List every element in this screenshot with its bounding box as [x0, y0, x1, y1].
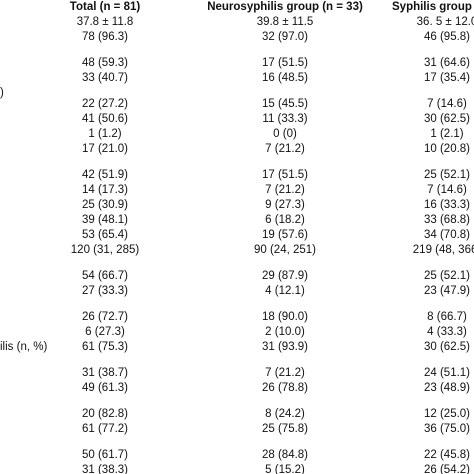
table-cell: 33 (68.8): [423, 214, 471, 226]
table-cell: 42 (51.9): [81, 169, 129, 181]
header-cell: Neurosyphilis group (n = 33): [207, 1, 363, 13]
table-cell: 31 (38.3): [81, 464, 129, 474]
table-cell: 0 (0): [273, 128, 297, 140]
table-cell: 50 (61.7): [81, 449, 129, 461]
table-cell: 120 (31, 285): [70, 244, 140, 256]
table-cell: 6 (27.3): [85, 326, 125, 338]
table-cell: 5 (15.2): [265, 464, 305, 474]
table-cell: 7 (14.6): [427, 184, 467, 196]
table-cell: 30 (62.5): [423, 341, 471, 353]
table-cell: 54 (66.7): [81, 270, 129, 282]
table-cell: 39.8 ± 11.5: [256, 16, 314, 28]
header-cell: Syphilis group (n: [392, 1, 474, 13]
table-cell: 7 (21.2): [265, 143, 305, 155]
table-cell: 4 (33.3): [427, 326, 467, 338]
table-cell: 16 (33.3): [423, 199, 471, 211]
table-cell: 7 (21.2): [265, 367, 305, 379]
table-cell: 17 (51.5): [261, 169, 309, 181]
table-cell: 31 (93.9): [261, 341, 309, 353]
table-cell: 4 (12.1): [265, 285, 305, 297]
table-cell: 26 (54.2): [423, 464, 471, 474]
table-cell: 61 (77.2): [81, 423, 129, 435]
table-cell: 18 (90.0): [261, 311, 309, 323]
table-cell: 32 (97.0): [261, 31, 309, 43]
table-cell: 33 (40.7): [81, 72, 129, 84]
table-cell: 25 (52.1): [423, 169, 471, 181]
table-cell: 12 (25.0): [423, 408, 471, 420]
table-cell: 17 (21.0): [81, 143, 129, 155]
table-cell: 2 (10.0): [265, 326, 305, 338]
table-cell: 22 (27.2): [81, 98, 129, 110]
table-cell: 78 (96.3): [81, 31, 129, 43]
table-cell: 29 (87.9): [261, 270, 309, 282]
table-cell: 24 (51.1): [423, 367, 471, 379]
table-cell: 41 (50.6): [81, 113, 129, 125]
table-cell: 23 (47.9): [423, 285, 471, 297]
table-cell: 9 (27.3): [265, 199, 305, 211]
table-cell: 48 (59.3): [81, 57, 129, 69]
table-cell: 7 (14.6): [427, 98, 467, 110]
header-cell: Total (n = 81): [69, 1, 141, 13]
row-label: ilis (n, %): [0, 341, 48, 353]
table-cell: 25 (52.1): [423, 270, 471, 282]
table-cell: 30 (62.5): [423, 113, 471, 125]
table-cell: 90 (24, 251): [253, 244, 317, 256]
table-cell: 26 (78.8): [261, 382, 309, 394]
table-cell: 19 (57.6): [261, 229, 309, 241]
table-cell: 28 (84.8): [261, 449, 309, 461]
table-cell: 49 (61.3): [81, 382, 129, 394]
table-cell: 25 (30.9): [81, 199, 129, 211]
table-cell: 7 (21.2): [265, 184, 305, 196]
table-cell: 20 (82.8): [81, 408, 129, 420]
table-cell: 16 (48.5): [261, 72, 309, 84]
table-cell: 1 (1.2): [88, 128, 122, 140]
table-cell: 36. 5 ± 12.0: [416, 16, 474, 28]
table-cell: 14 (17.3): [81, 184, 129, 196]
table-cell: 15 (45.5): [261, 98, 309, 110]
table-cell: 17 (35.4): [423, 72, 471, 84]
table-cell: 17 (51.5): [261, 57, 309, 69]
table-cell: 219 (48, 366): [412, 244, 474, 256]
table-cell: 6 (18.2): [265, 214, 305, 226]
table-cell: 39 (48.1): [81, 214, 129, 226]
table-cell: 23 (48.9): [423, 382, 471, 394]
table-cell: 31 (38.7): [81, 367, 129, 379]
table-cell: 8 (24.2): [265, 408, 305, 420]
table-cell: 1 (2.1): [430, 128, 464, 140]
table-cell: 53 (65.4): [81, 229, 129, 241]
table-cell: 22 (45.8): [423, 449, 471, 461]
table-cell: 27 (33.3): [81, 285, 129, 297]
table-cell: 46 (95.8): [423, 31, 471, 43]
table-cell: 34 (70.8): [423, 229, 471, 241]
row-label: ): [0, 87, 4, 99]
table-cell: 10 (20.8): [423, 143, 471, 155]
table-cell: 37.8 ± 11.8: [76, 16, 134, 28]
table-cell: 25 (75.8): [261, 423, 309, 435]
table-cell: 36 (75.0): [423, 423, 471, 435]
table-cell: 61 (75.3): [81, 341, 129, 353]
table-cell: 26 (72.7): [81, 311, 129, 323]
table-cell: 8 (66.7): [427, 311, 467, 323]
table-cell: 11 (33.3): [262, 113, 308, 125]
table-cell: 31 (64.6): [423, 57, 471, 69]
